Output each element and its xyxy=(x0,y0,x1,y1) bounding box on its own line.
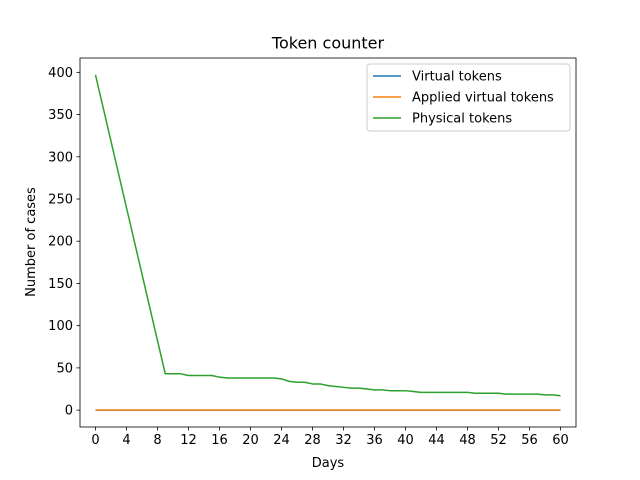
x-tick-label: 0 xyxy=(91,433,99,448)
y-axis-label: Number of cases xyxy=(24,187,39,297)
y-tick-label: 400 xyxy=(48,66,73,81)
x-tick-label: 20 xyxy=(242,433,259,448)
x-tick-label: 52 xyxy=(490,433,507,448)
y-tick-label: 50 xyxy=(56,361,73,376)
x-tick-label: 24 xyxy=(273,433,290,448)
x-tick-label: 44 xyxy=(428,433,445,448)
x-axis-ticks: 0 4 8 12 16 20 24 28 32 36 40 44 48 52 56 60 xyxy=(91,427,569,448)
x-tick-label: 56 xyxy=(521,433,538,448)
legend-label-3: Physical tokens xyxy=(412,112,512,127)
legend-box xyxy=(366,63,571,132)
series-line-3 xyxy=(94,74,561,397)
x-tick-label: 12 xyxy=(180,433,197,448)
legend-label-1: Virtual tokens xyxy=(412,70,502,85)
y-tick-label: 200 xyxy=(48,235,73,250)
y-tick-label: 100 xyxy=(48,319,73,334)
x-tick-label: 48 xyxy=(459,433,476,448)
y-axis-ticks: 0 50 100 150 200 250 300 350 400 xyxy=(48,66,80,419)
legend-label-2: Applied virtual tokens xyxy=(412,91,554,106)
x-tick-label: 28 xyxy=(304,433,321,448)
y-tick-label: 250 xyxy=(48,193,73,208)
y-tick-label: 0 xyxy=(65,404,73,419)
x-tick-label: 60 xyxy=(552,433,569,448)
x-tick-label: 8 xyxy=(153,433,161,448)
x-axis-label: Days xyxy=(312,456,345,471)
plot-area xyxy=(79,57,577,428)
y-tick-label: 300 xyxy=(48,150,73,165)
x-tick-label: 36 xyxy=(366,433,383,448)
x-tick-label: 40 xyxy=(397,433,414,448)
axes-frame xyxy=(79,57,577,428)
y-tick-label: 150 xyxy=(48,277,73,292)
x-tick-label: 16 xyxy=(211,433,228,448)
x-tick-label: 4 xyxy=(122,433,130,448)
chart-title: Token counter xyxy=(271,34,385,53)
x-tick-label: 32 xyxy=(335,433,352,448)
legend: Virtual tokens Applied virtual tokens Phys… xyxy=(366,63,571,132)
y-tick-label: 350 xyxy=(48,108,73,123)
